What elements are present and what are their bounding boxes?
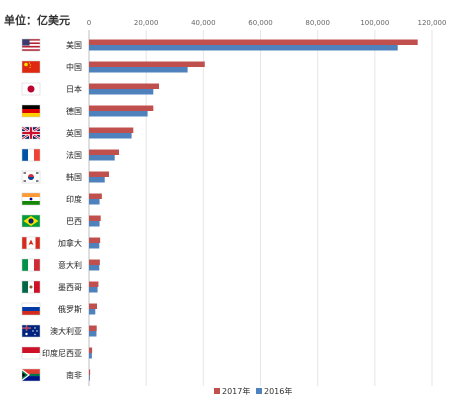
category-label: 美国	[66, 40, 82, 50]
it-flag-icon	[21, 258, 41, 272]
bar-2016	[89, 375, 90, 381]
category-label: 德国	[66, 106, 82, 116]
bar-2017	[89, 149, 120, 155]
category-label: 俄罗斯	[58, 304, 82, 314]
bar-2017	[89, 215, 101, 221]
bar-2017	[89, 105, 154, 111]
bar-2016	[89, 155, 115, 161]
bar-2017	[89, 369, 91, 375]
category-label: 韩国	[66, 172, 82, 182]
category-label: 墨西哥	[58, 283, 82, 292]
mx-flag-icon	[21, 280, 41, 294]
bar-2017	[89, 83, 160, 89]
unit-label: 单位：亿美元	[4, 14, 70, 27]
category-label: 巴西	[66, 217, 82, 226]
category-label: 中国	[66, 62, 82, 72]
de-flag-icon	[21, 104, 41, 118]
bar-2017	[89, 237, 101, 243]
category-label: 印度	[66, 194, 82, 204]
bar-2016	[89, 67, 188, 73]
bar-2017	[89, 303, 98, 309]
legend-swatch	[256, 388, 262, 394]
legend-label: 2017年	[222, 386, 250, 396]
us-flag-icon	[21, 38, 41, 52]
cn-flag-icon	[21, 60, 41, 74]
bar-2016	[89, 177, 105, 183]
category-label: 印度尼西亚	[42, 348, 82, 358]
bar-2017	[89, 193, 102, 199]
ca-flag-icon	[21, 236, 41, 250]
legend-label: 2016年	[264, 386, 292, 396]
x-tick-label: 80,000	[305, 19, 330, 27]
x-tick-label: 20,000	[134, 19, 159, 27]
bar-2017	[89, 171, 110, 177]
category-label: 加拿大	[58, 238, 82, 248]
id-flag-icon	[21, 346, 41, 360]
fr-flag-icon	[21, 148, 41, 162]
bar-2017	[89, 347, 93, 353]
bar-2016	[89, 221, 100, 227]
ru-flag-icon	[21, 302, 41, 316]
bar-2016	[89, 89, 154, 95]
bar-2016	[89, 287, 98, 293]
bar-2017	[89, 39, 418, 45]
bar-2016	[89, 45, 398, 51]
kr-flag-icon	[21, 170, 41, 184]
category-label: 英国	[66, 128, 82, 138]
category-label: 日本	[66, 84, 82, 94]
category-label: 意大利	[58, 260, 82, 270]
bar-2016	[89, 309, 96, 315]
au-flag-icon	[21, 324, 41, 338]
x-tick-label: 0	[87, 19, 91, 27]
gb-flag-icon	[21, 126, 41, 140]
legend-swatch	[214, 388, 220, 394]
in-flag-icon	[21, 192, 41, 206]
bar-2016	[89, 111, 148, 117]
x-tick-label: 40,000	[191, 19, 216, 27]
x-tick-label: 120,000	[418, 19, 447, 27]
category-label: 澳大利亚	[50, 326, 82, 336]
category-label: 南非	[66, 370, 82, 380]
jp-flag-icon	[21, 82, 41, 96]
bar-2017	[89, 61, 205, 67]
bar-2016	[89, 133, 132, 139]
bar-2017	[89, 325, 97, 331]
bar-2016	[89, 199, 100, 205]
x-tick-label: 60,000	[248, 19, 273, 27]
bar-2016	[89, 243, 100, 249]
bar-2017	[89, 127, 134, 133]
bar-2016	[89, 353, 92, 359]
bar-2017	[89, 259, 100, 265]
category-label: 法国	[66, 150, 82, 160]
bar-2017	[89, 281, 99, 287]
bar-2016	[89, 331, 97, 337]
bar-2016	[89, 265, 100, 271]
za-flag-icon	[21, 368, 41, 382]
br-flag-icon	[21, 214, 41, 228]
x-tick-label: 100,000	[360, 19, 389, 27]
